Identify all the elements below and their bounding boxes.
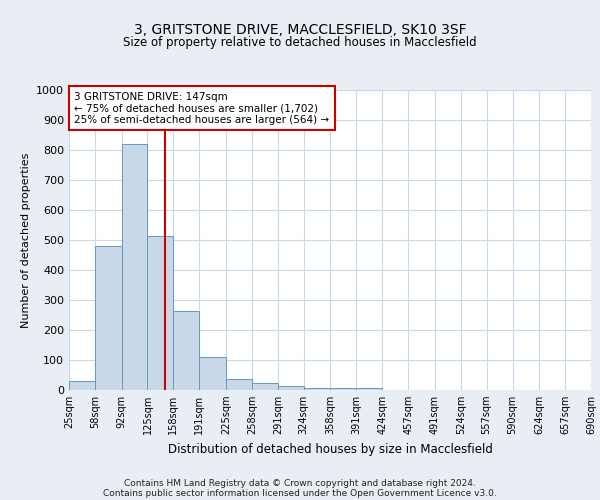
Bar bbox=[122, 144, 148, 390]
Bar bbox=[356, 388, 382, 390]
Text: 3, GRITSTONE DRIVE, MACCLESFIELD, SK10 3SF: 3, GRITSTONE DRIVE, MACCLESFIELD, SK10 3… bbox=[134, 22, 466, 36]
Bar bbox=[226, 378, 252, 390]
X-axis label: Distribution of detached houses by size in Macclesfield: Distribution of detached houses by size … bbox=[167, 442, 493, 456]
Bar bbox=[304, 388, 331, 390]
Bar bbox=[69, 381, 95, 390]
Text: Contains HM Land Registry data © Crown copyright and database right 2024.: Contains HM Land Registry data © Crown c… bbox=[124, 478, 476, 488]
Bar bbox=[148, 236, 173, 390]
Text: Contains public sector information licensed under the Open Government Licence v3: Contains public sector information licen… bbox=[103, 488, 497, 498]
Text: 3 GRITSTONE DRIVE: 147sqm
← 75% of detached houses are smaller (1,702)
25% of se: 3 GRITSTONE DRIVE: 147sqm ← 75% of detac… bbox=[74, 92, 329, 124]
Bar bbox=[278, 386, 304, 390]
Bar bbox=[95, 246, 122, 390]
Bar bbox=[173, 310, 199, 390]
Y-axis label: Number of detached properties: Number of detached properties bbox=[20, 152, 31, 328]
Bar bbox=[252, 384, 278, 390]
Bar bbox=[331, 388, 356, 390]
Text: Size of property relative to detached houses in Macclesfield: Size of property relative to detached ho… bbox=[123, 36, 477, 49]
Bar bbox=[199, 357, 226, 390]
